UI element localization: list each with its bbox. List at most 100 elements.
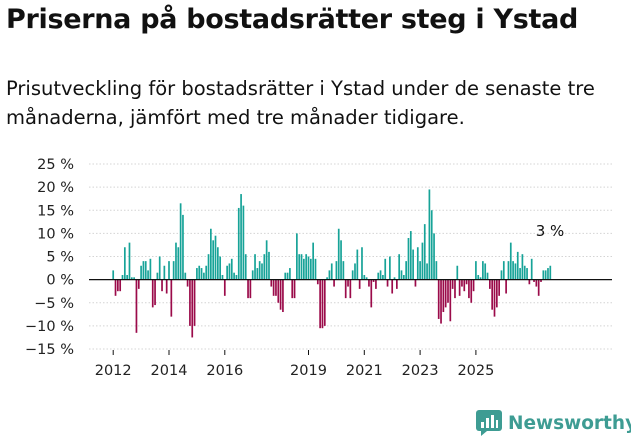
newsworthy-logo-icon	[476, 410, 502, 436]
bar	[393, 277, 396, 280]
x-tick-label: 2023	[402, 363, 439, 379]
bar	[468, 279, 470, 299]
bar	[442, 279, 445, 313]
bar	[356, 249, 359, 280]
bar	[498, 279, 500, 296]
y-tick-label: 10 %	[37, 226, 74, 242]
x-tick-label: 2012	[95, 363, 132, 379]
bar	[158, 256, 161, 280]
bar	[251, 270, 254, 280]
bar	[335, 261, 338, 280]
bar	[214, 235, 217, 280]
bar	[205, 265, 208, 280]
bar	[200, 268, 203, 280]
bar	[272, 279, 275, 296]
bar	[428, 189, 431, 280]
x-tick-label: 2021	[346, 363, 383, 379]
y-tick-label: 0 %	[46, 273, 74, 289]
bar	[463, 279, 466, 292]
latest-value-annotation: 3 %	[536, 222, 565, 240]
bar	[342, 261, 345, 280]
bar	[316, 279, 319, 285]
bar	[254, 254, 256, 280]
bar	[435, 261, 438, 280]
bar	[423, 224, 426, 280]
bar	[544, 270, 547, 280]
y-tick-label: −15 %	[25, 342, 74, 358]
bar	[454, 279, 456, 299]
bar	[314, 258, 317, 280]
bar	[184, 272, 187, 280]
bar	[482, 261, 484, 280]
bar	[121, 275, 124, 280]
bar	[379, 270, 382, 280]
bar	[170, 279, 173, 317]
bar	[421, 242, 424, 280]
bar	[351, 270, 354, 280]
bar	[275, 279, 277, 296]
bar	[377, 272, 380, 280]
bar	[270, 279, 273, 287]
bar	[291, 279, 294, 299]
bar	[112, 270, 115, 280]
bar	[277, 279, 280, 303]
bar	[212, 240, 215, 280]
bar	[521, 254, 524, 280]
bar	[396, 279, 398, 289]
bar	[407, 238, 410, 280]
bar	[549, 265, 552, 280]
bar	[119, 279, 122, 292]
gridlines	[89, 163, 612, 350]
bar	[135, 279, 138, 333]
bar	[256, 268, 259, 280]
bar	[182, 214, 184, 280]
bar	[382, 275, 384, 280]
bar	[326, 277, 328, 280]
bar	[298, 254, 301, 280]
bar	[221, 275, 224, 280]
bar	[140, 265, 142, 280]
bar	[293, 279, 296, 299]
bar	[405, 261, 407, 280]
bar	[512, 261, 514, 280]
x-axis: 2012 2014 2016 2019 2021 2023 2025	[89, 278, 612, 379]
bar	[414, 279, 417, 287]
bar	[123, 247, 126, 280]
bar	[154, 279, 156, 306]
bar	[296, 233, 298, 280]
bar	[247, 279, 249, 299]
y-axis-labels: 25 % 20 % 15 % 10 % 5 % 0 % −5 % −10 % −15 %	[25, 157, 74, 358]
bar	[433, 233, 435, 280]
bar	[495, 279, 498, 308]
bar	[191, 279, 194, 338]
bar	[447, 279, 449, 303]
bar	[528, 279, 531, 285]
bar	[465, 279, 468, 285]
bar	[149, 258, 152, 280]
bar	[126, 275, 128, 280]
x-tick-label: 2016	[206, 363, 243, 379]
bar	[223, 279, 226, 296]
bar	[540, 279, 542, 282]
bar	[193, 279, 196, 326]
bar	[151, 279, 154, 308]
bar	[163, 265, 166, 280]
chart-title: Priserna på bostadsrätter steg i Ystad	[6, 4, 579, 35]
bar	[486, 272, 489, 280]
bar	[340, 240, 342, 280]
bar	[235, 275, 238, 280]
bar	[440, 279, 442, 324]
bars	[112, 189, 552, 338]
bar	[330, 263, 333, 280]
bar	[386, 279, 389, 287]
bar	[219, 256, 221, 280]
bar	[242, 205, 245, 280]
bar	[547, 268, 549, 280]
bar	[249, 279, 252, 299]
bar	[175, 242, 177, 280]
chart-subtitle: Prisutveckling för bostadsrätter i Ystad…	[6, 77, 595, 129]
bar	[303, 258, 305, 280]
bar	[477, 275, 480, 280]
bar	[258, 261, 261, 280]
bar	[519, 268, 521, 280]
